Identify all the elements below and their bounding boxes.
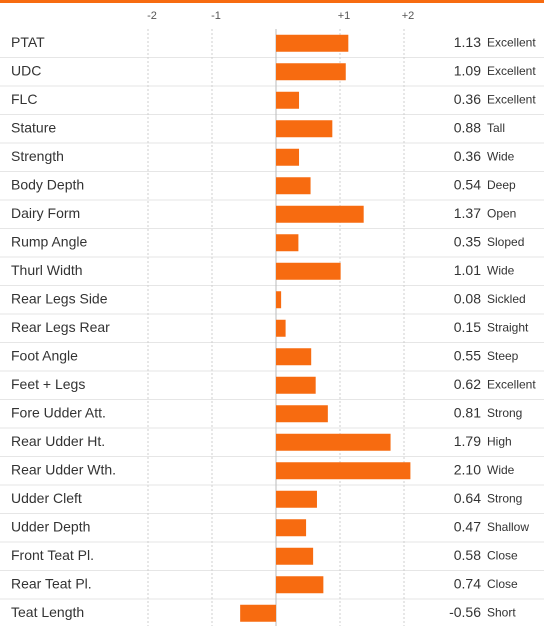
bar bbox=[276, 91, 300, 109]
category-label: Front Teat Pl. bbox=[11, 547, 94, 563]
description: Close bbox=[487, 548, 518, 562]
x-tick-label: +2 bbox=[402, 10, 415, 22]
bar bbox=[276, 291, 282, 309]
bar bbox=[276, 348, 312, 366]
description: Straight bbox=[487, 320, 529, 334]
bar bbox=[240, 604, 276, 622]
value-label: 0.74 bbox=[454, 575, 481, 591]
bar bbox=[276, 177, 311, 195]
top-rule bbox=[0, 0, 544, 3]
category-label: PTAT bbox=[11, 34, 45, 50]
bar bbox=[276, 205, 364, 223]
value-label: 1.09 bbox=[454, 62, 481, 78]
bar bbox=[276, 148, 300, 166]
description: Tall bbox=[487, 121, 505, 135]
value-label: -0.56 bbox=[449, 604, 481, 620]
value-label: 0.08 bbox=[454, 290, 481, 306]
category-label: Body Depth bbox=[11, 176, 84, 192]
value-label: 0.81 bbox=[454, 404, 481, 420]
value-label: 0.62 bbox=[454, 376, 481, 392]
value-label: 1.13 bbox=[454, 34, 481, 50]
category-label: Rump Angle bbox=[11, 233, 87, 249]
x-tick-label: -1 bbox=[211, 10, 221, 22]
value-label: 1.79 bbox=[454, 433, 481, 449]
x-tick-label: -2 bbox=[147, 10, 157, 22]
value-label: 0.47 bbox=[454, 518, 481, 534]
bar bbox=[276, 34, 349, 52]
description: Excellent bbox=[487, 64, 536, 78]
category-label: Foot Angle bbox=[11, 347, 78, 363]
category-label: Stature bbox=[11, 119, 56, 135]
category-label: Thurl Width bbox=[11, 262, 83, 278]
x-tick-label: +1 bbox=[338, 10, 351, 22]
description: Deep bbox=[487, 178, 516, 192]
value-label: 0.64 bbox=[454, 490, 481, 506]
description: Close bbox=[487, 577, 518, 591]
category-label: UDC bbox=[11, 62, 41, 78]
description: Short bbox=[487, 605, 516, 619]
category-label: Udder Cleft bbox=[11, 490, 82, 506]
value-label: 0.35 bbox=[454, 233, 481, 249]
description: Steep bbox=[487, 349, 519, 363]
description: Excellent bbox=[487, 92, 536, 106]
value-label: 0.88 bbox=[454, 119, 481, 135]
bar bbox=[276, 262, 341, 280]
category-label: Rear Udder Wth. bbox=[11, 461, 116, 477]
bar bbox=[276, 63, 346, 81]
description: Strong bbox=[487, 491, 522, 505]
description: Strong bbox=[487, 406, 522, 420]
category-label: Feet + Legs bbox=[11, 376, 85, 392]
value-label: 1.37 bbox=[454, 205, 481, 221]
description: Open bbox=[487, 206, 516, 220]
bar bbox=[276, 576, 324, 594]
value-label: 0.58 bbox=[454, 547, 481, 563]
description: Shallow bbox=[487, 520, 529, 534]
bar bbox=[276, 376, 316, 394]
description: Wide bbox=[487, 463, 515, 477]
description: Sloped bbox=[487, 235, 524, 249]
category-label: Teat Length bbox=[11, 604, 84, 620]
description: Wide bbox=[487, 263, 515, 277]
bar bbox=[276, 462, 411, 480]
value-label: 0.36 bbox=[454, 91, 481, 107]
value-label: 0.54 bbox=[454, 176, 481, 192]
description: Excellent bbox=[487, 35, 536, 49]
category-label: Udder Depth bbox=[11, 518, 90, 534]
value-label: 0.15 bbox=[454, 319, 481, 335]
bar bbox=[276, 319, 286, 337]
category-label: Strength bbox=[11, 148, 64, 164]
category-label: Rear Legs Side bbox=[11, 290, 108, 306]
category-label: Rear Teat Pl. bbox=[11, 575, 92, 591]
bar bbox=[276, 120, 333, 138]
bar bbox=[276, 490, 317, 508]
value-label: 1.01 bbox=[454, 262, 481, 278]
bar bbox=[276, 519, 307, 537]
category-label: FLC bbox=[11, 91, 37, 107]
bar bbox=[276, 547, 314, 565]
category-label: Rear Legs Rear bbox=[11, 319, 110, 335]
description: High bbox=[487, 434, 512, 448]
value-label: 2.10 bbox=[454, 461, 481, 477]
description: Sickled bbox=[487, 292, 526, 306]
description: Excellent bbox=[487, 377, 536, 391]
bar bbox=[276, 433, 391, 451]
bar bbox=[276, 234, 299, 252]
category-label: Rear Udder Ht. bbox=[11, 433, 105, 449]
value-label: 0.36 bbox=[454, 148, 481, 164]
value-label: 0.55 bbox=[454, 347, 481, 363]
description: Wide bbox=[487, 149, 515, 163]
bar bbox=[276, 405, 328, 423]
category-label: Dairy Form bbox=[11, 205, 80, 221]
category-label: Fore Udder Att. bbox=[11, 404, 106, 420]
